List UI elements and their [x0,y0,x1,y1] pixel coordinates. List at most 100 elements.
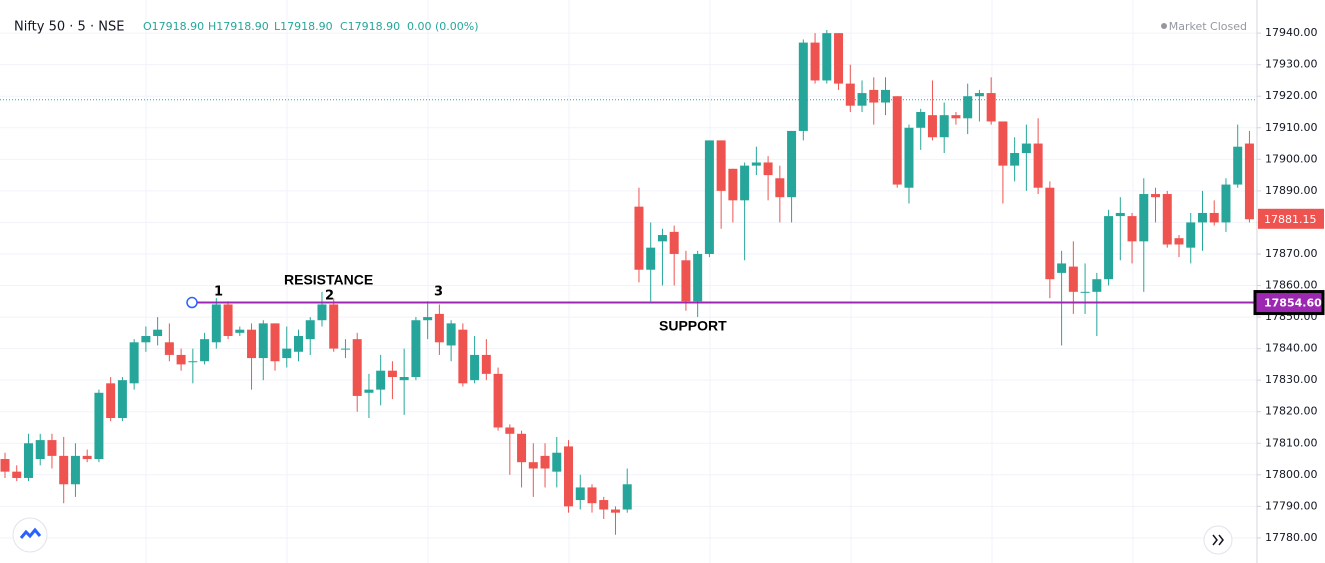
touch-label: 2 [325,289,334,304]
candle-body [610,509,620,513]
candle-body [951,115,961,119]
candle-body [927,115,937,138]
status-dot [1161,23,1167,29]
candle-body [411,320,421,378]
candle-body [1162,194,1172,245]
y-tick-label: 17910.00 [1265,121,1318,134]
candle-body [446,323,456,346]
ohlc-high: H17918.90 [208,20,269,33]
candle-body [470,354,480,381]
scroll-button[interactable] [1203,525,1233,555]
candle-body [188,361,198,363]
candle-body [834,33,844,84]
candle-body [82,455,92,460]
candle-body [1080,291,1090,293]
candle-body [70,455,80,485]
candle-body [622,484,632,510]
candle-body [892,96,902,185]
candle-body [1010,153,1020,166]
candle-body [869,89,879,103]
support-line-handle [186,296,198,309]
candle-body [587,487,597,504]
candle-body [845,83,855,106]
candle-body [387,370,397,378]
candle-body [481,354,491,374]
candle-body [376,370,386,390]
y-tick-label: 17890.00 [1265,184,1318,197]
candle-body [810,42,820,81]
candle-body [763,162,773,176]
candle-body [141,335,151,343]
candle-body [1221,184,1231,223]
candle-body [317,304,327,321]
market-status: Market Closed [1169,20,1247,33]
candle-body [270,323,280,362]
support-price-label: 17854.60 [1264,297,1322,310]
candle-body [599,500,609,510]
scroll-icon [1212,534,1224,546]
last-price-box [1258,208,1324,229]
candle-body [986,93,996,122]
y-tick-label: 17860.00 [1265,279,1318,292]
candle-body [1186,222,1196,248]
candle-body [552,452,562,472]
candle-body [59,455,69,485]
candle-body [129,342,139,384]
candle-body [1104,216,1114,280]
candle-body [939,115,949,138]
candle-body [247,329,257,359]
candle-body [1068,266,1078,292]
candle-body [294,335,303,352]
y-tick-label: 17900.00 [1265,152,1318,165]
candles [0,29,1254,535]
candle-body [1151,194,1161,198]
candle-body [517,433,527,463]
candle-body [1174,238,1184,245]
candle-body [423,317,433,321]
candle-body [0,459,10,472]
y-tick-label: 17940.00 [1265,26,1318,39]
candle-body [798,42,808,131]
y-tick-label: 17870.00 [1265,247,1318,260]
candle-body [23,443,33,478]
candle-body [305,320,315,340]
candle-body [1033,143,1043,188]
ohlc-close: C17918.90 [340,20,400,33]
candle-body [94,392,104,460]
candle-body [751,162,761,166]
support-price-box [1253,290,1325,316]
candle-body [1197,212,1207,223]
candle-body [1115,212,1125,217]
candle-body [904,127,914,188]
candle-body [974,93,984,97]
y-tick-label: 17840.00 [1265,342,1318,355]
candle-body [704,140,714,254]
candle-body [716,140,726,191]
candle-body [340,348,350,350]
logo-icon [19,527,42,539]
candle-body [1209,212,1219,223]
grid [0,0,1257,563]
candle-body [1057,263,1067,273]
candle-body [1021,143,1031,154]
candle-body [1127,216,1137,242]
candle-body [916,111,926,128]
ohlc-open: O17918.90 [143,20,204,33]
candle-body [153,329,163,336]
candle-body [434,313,444,343]
ohlc-low: L17918.90 [274,20,333,33]
candle-body [787,130,797,198]
candle-body [352,339,362,396]
candle-body [329,304,339,349]
candle-body [681,260,691,302]
y-tick-label: 17790.00 [1265,499,1318,512]
candle-body [693,253,703,302]
candle-body [528,462,538,469]
candle-body [775,178,785,198]
candle-body [857,93,867,106]
y-tick-label: 17780.00 [1265,531,1318,544]
candle-body [575,487,585,501]
candle-body [822,33,832,81]
candle-body [740,165,750,201]
